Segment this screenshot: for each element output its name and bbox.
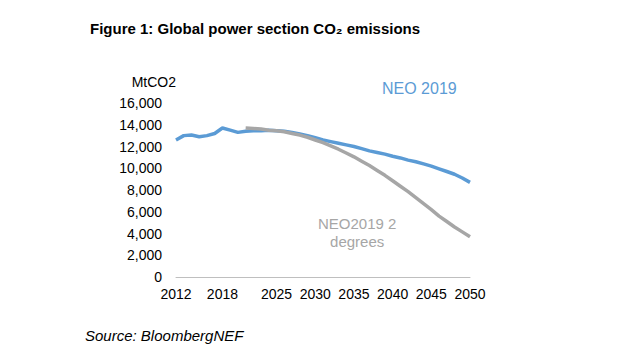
svg-text:NEO 2019: NEO 2019 [382,80,457,97]
svg-text:2018: 2018 [207,286,238,302]
svg-text:8,000: 8,000 [127,182,162,198]
svg-text:12,000: 12,000 [119,139,162,155]
svg-text:4,000: 4,000 [127,226,162,242]
svg-text:2030: 2030 [300,286,331,302]
svg-text:NEO2019 2: NEO2019 2 [318,215,396,232]
svg-text:16,000: 16,000 [119,95,162,111]
svg-text:2045: 2045 [416,286,447,302]
svg-text:degrees: degrees [330,233,384,250]
svg-text:2040: 2040 [377,286,408,302]
svg-text:Figure 1: Global power section: Figure 1: Global power section CO₂ emiss… [90,20,420,37]
svg-text:Source: BloombergNEF: Source: BloombergNEF [85,327,244,344]
svg-text:2025: 2025 [261,286,292,302]
svg-text:2035: 2035 [338,286,369,302]
svg-text:14,000: 14,000 [119,117,162,133]
svg-text:2050: 2050 [454,286,485,302]
svg-text:10,000: 10,000 [119,160,162,176]
svg-text:6,000: 6,000 [127,204,162,220]
svg-text:2,000: 2,000 [127,247,162,263]
svg-text:MtCO2: MtCO2 [132,74,177,90]
svg-text:2012: 2012 [160,286,191,302]
svg-text:0: 0 [154,269,162,285]
